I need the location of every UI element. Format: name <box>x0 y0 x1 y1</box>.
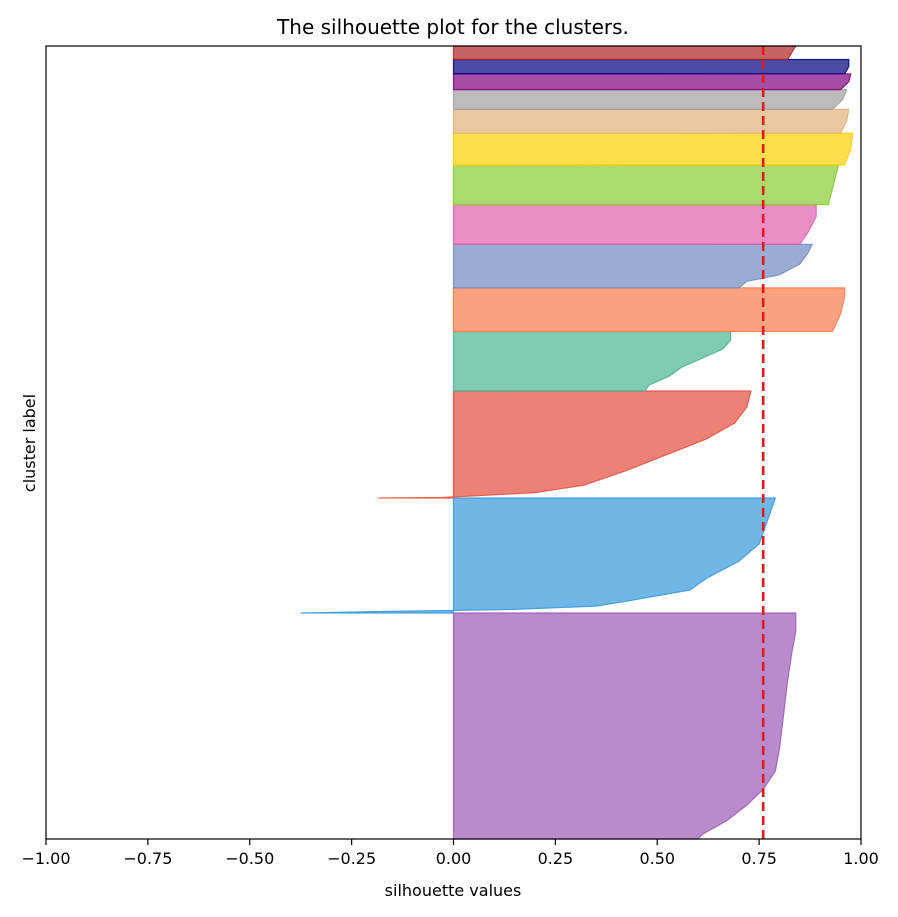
x-tick-label: 0.50 <box>639 849 675 868</box>
y-axis-label: cluster label <box>20 394 39 492</box>
x-axis-label: silhouette values <box>385 881 522 900</box>
cluster-band-1 <box>300 497 777 614</box>
x-tick-label: 0.75 <box>741 849 777 868</box>
cluster-band-8 <box>452 132 854 166</box>
cluster-band-0 <box>452 612 797 840</box>
cluster-band-2 <box>378 390 752 499</box>
x-tick-label: 0.25 <box>538 849 574 868</box>
cluster-band-4 <box>452 287 846 333</box>
x-tick-label: −0.50 <box>225 849 274 868</box>
cluster-band-7 <box>452 164 840 206</box>
cluster-band-10 <box>452 88 848 111</box>
cluster-band-11 <box>452 73 852 91</box>
x-tick-label: 0.00 <box>436 849 472 868</box>
cluster-band-13 <box>452 45 797 61</box>
chart-title: The silhouette plot for the clusters. <box>276 15 629 39</box>
x-tick-label: 1.00 <box>843 849 879 868</box>
x-axis-ticks: −1.00 −0.75 −0.50 −0.25 0.00 0.25 0.50 0.75 1.00 <box>21 839 879 868</box>
x-tick-label: −0.75 <box>123 849 172 868</box>
cluster-bands <box>300 45 854 840</box>
x-tick-label: −0.25 <box>327 849 376 868</box>
cluster-band-12 <box>452 58 850 75</box>
x-tick-label: −1.00 <box>21 849 70 868</box>
cluster-band-9 <box>452 108 850 134</box>
cluster-band-6 <box>452 204 817 245</box>
